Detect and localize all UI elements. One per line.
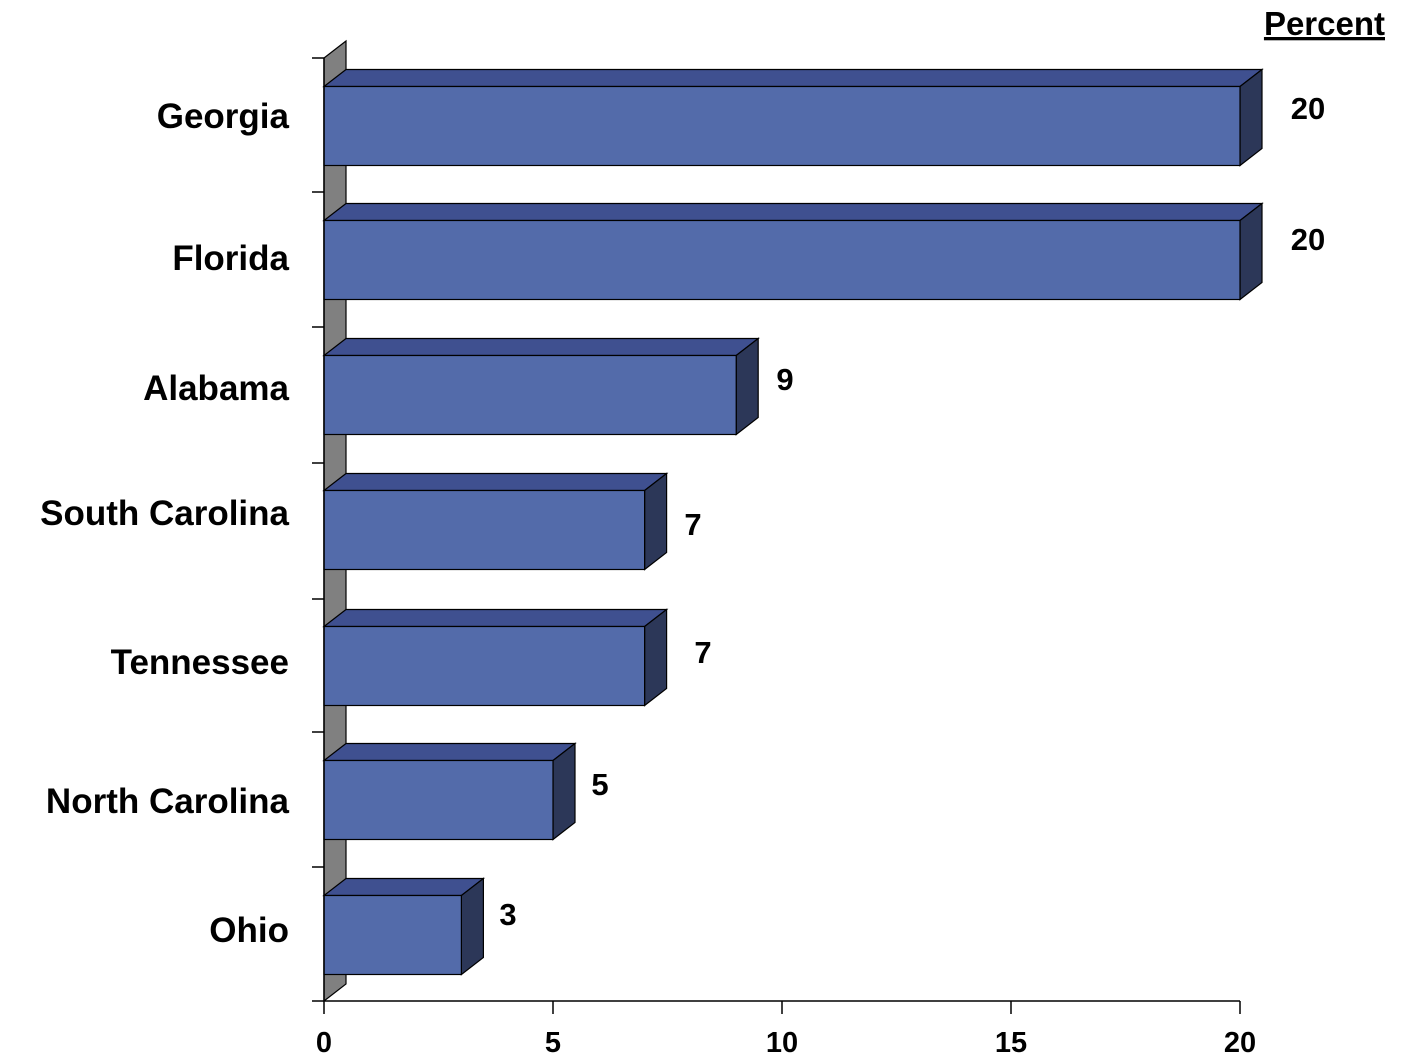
bar-front-face [323,625,646,707]
x-tick-label: 15 [995,1027,1027,1055]
bar-top-face [322,742,577,762]
category-label: Ohio [209,911,289,950]
bar-front-face [323,85,1241,167]
bar-side-face [735,337,759,436]
value-label: 9 [776,362,793,397]
value-label: 7 [684,507,701,542]
unit-label: Percent [1264,5,1385,42]
category-label: Tennessee [111,643,289,682]
bars-layer [322,68,1264,976]
bar-top-face [322,68,1264,88]
bar-front-face [323,894,462,976]
bar [322,202,1264,301]
category-label: South Carolina [40,494,289,533]
x-tick-label: 20 [1224,1027,1256,1055]
bar [322,608,669,707]
category-label: Alabama [143,369,289,408]
axis-layer: 0 5 10 15 20 [312,57,1256,1055]
bar-top-face [322,472,669,492]
bar-front-face [323,489,646,571]
value-label: 20 [1291,91,1325,126]
x-tick-label: 5 [545,1027,561,1055]
category-label: Florida [172,239,289,278]
bar-side-face [643,472,668,571]
bar-side-face [1239,202,1263,301]
labels-layer: Georgia Florida Alabama South Carolina Tenne… [40,91,1325,950]
value-label: 7 [694,635,711,670]
bar-side-face [643,608,668,707]
bar-front-face [323,219,1241,301]
bar-front-face [323,354,737,436]
category-label: Georgia [157,97,290,136]
x-tick-label: 0 [316,1027,332,1055]
bar [322,877,486,976]
bar [322,742,577,841]
bar-side-face [460,877,484,976]
bar-side-face [1239,68,1263,167]
bar [322,472,669,571]
bar-top-face [322,337,760,357]
bar-top-face [322,202,1264,222]
bar-side-face [552,742,576,841]
bar-top-face [322,877,486,897]
x-tick-label: 10 [766,1027,798,1055]
value-label: 3 [499,897,516,932]
bar [322,337,760,436]
value-label: 20 [1291,222,1325,257]
bar [322,68,1264,167]
value-label: 5 [591,767,608,802]
category-label: North Carolina [46,782,290,821]
bar-top-face [322,608,669,628]
bar-front-face [323,759,554,841]
